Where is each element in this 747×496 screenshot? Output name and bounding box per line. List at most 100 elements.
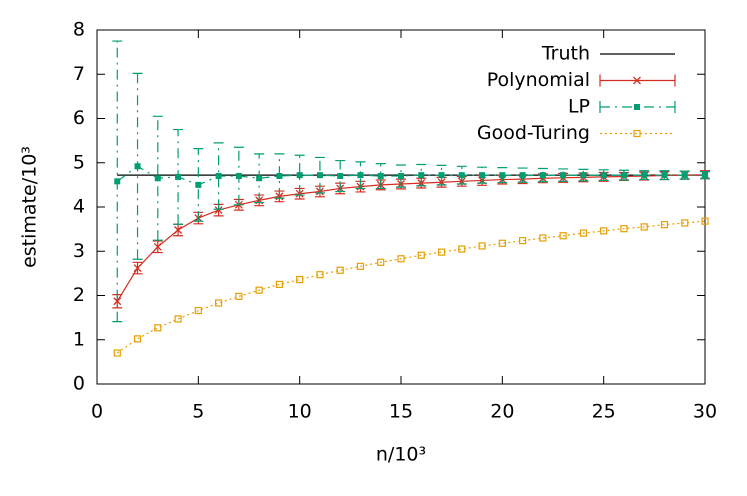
legend-swatch <box>633 76 641 85</box>
x-tick-label: 20 <box>490 401 514 423</box>
marker <box>641 172 648 179</box>
marker <box>702 172 708 179</box>
marker <box>398 173 404 180</box>
marker <box>437 248 446 256</box>
marker <box>194 306 202 315</box>
marker <box>519 172 526 179</box>
marker <box>600 172 607 179</box>
y-tick-label: 5 <box>73 151 85 173</box>
x-tick-label: 25 <box>592 401 616 423</box>
plot-frame <box>96 29 706 385</box>
error-bar <box>152 115 163 241</box>
legend-swatch <box>599 101 676 113</box>
marker <box>539 172 546 179</box>
marker <box>579 229 588 237</box>
error-bar <box>375 163 386 190</box>
y-axis-label: estimate/10³ <box>19 146 41 268</box>
marker <box>681 172 688 179</box>
error-bar <box>294 154 305 196</box>
error-bar <box>314 156 325 194</box>
legend-swatch <box>599 74 676 87</box>
y-tick-label: 7 <box>73 63 85 85</box>
legend-label: Truth <box>541 43 590 65</box>
y-tick-label: 3 <box>73 240 85 262</box>
x-tick-label: 10 <box>288 401 312 423</box>
series-line <box>116 220 706 354</box>
marker <box>235 173 242 180</box>
marker <box>479 172 486 179</box>
legend-swatch <box>633 129 641 138</box>
marker <box>499 172 506 179</box>
marker <box>418 172 425 179</box>
marker <box>235 292 243 300</box>
marker <box>661 172 668 179</box>
error-bar <box>396 164 406 188</box>
marker <box>660 221 669 229</box>
marker <box>174 226 183 234</box>
x-axis-label: n/10³ <box>376 444 426 466</box>
marker <box>113 349 121 357</box>
marker <box>438 172 445 179</box>
marker <box>215 299 223 307</box>
y-tick-label: 8 <box>73 19 85 41</box>
y-tick-label: 0 <box>73 373 85 395</box>
marker <box>113 297 122 306</box>
marker <box>377 258 385 266</box>
marker <box>356 262 365 270</box>
error-bar <box>193 147 204 222</box>
marker <box>133 335 142 343</box>
marker <box>336 266 344 274</box>
marker <box>275 280 283 289</box>
marker <box>478 242 486 250</box>
marker <box>458 172 465 179</box>
marker <box>256 175 263 182</box>
legend-swatch <box>634 104 640 110</box>
marker <box>154 324 162 332</box>
error-bar <box>213 142 224 210</box>
marker <box>214 206 223 215</box>
marker <box>296 275 304 284</box>
legend-label: Polynomial <box>487 69 590 91</box>
x-tick-label: 30 <box>693 401 717 423</box>
marker <box>701 217 709 225</box>
marker <box>640 223 648 231</box>
marker <box>195 181 202 188</box>
error-bar <box>355 161 366 190</box>
marker <box>296 172 303 179</box>
legend-label: LP <box>568 96 590 118</box>
marker <box>397 255 405 263</box>
x-tick-label: 15 <box>389 401 413 423</box>
x-tick-label: 5 <box>192 401 204 423</box>
marker <box>620 172 627 179</box>
marker <box>560 172 567 179</box>
y-tick-label: 2 <box>73 284 85 306</box>
marker <box>518 237 527 245</box>
marker <box>215 173 222 180</box>
y-tick-label: 1 <box>73 328 85 350</box>
marker <box>337 173 344 180</box>
marker <box>539 234 547 242</box>
y-tick-label: 4 <box>73 196 85 218</box>
marker <box>417 251 425 259</box>
legend-label: Good-Turing <box>477 122 590 144</box>
marker <box>174 315 182 323</box>
marker <box>276 173 283 180</box>
marker <box>154 175 161 182</box>
y-tick-label: 6 <box>73 107 85 129</box>
marker <box>316 172 323 179</box>
marker <box>458 245 466 253</box>
marker <box>681 219 689 227</box>
marker <box>255 286 263 294</box>
marker <box>580 172 587 179</box>
series-line <box>116 174 706 302</box>
marker <box>498 239 506 247</box>
error-bar <box>416 163 427 187</box>
marker <box>114 178 121 185</box>
marker <box>600 227 608 235</box>
marker <box>559 232 567 240</box>
marker <box>620 225 628 233</box>
marker <box>357 172 364 179</box>
marker <box>316 271 324 279</box>
marker <box>134 163 141 170</box>
x-tick-label: 0 <box>91 401 103 423</box>
